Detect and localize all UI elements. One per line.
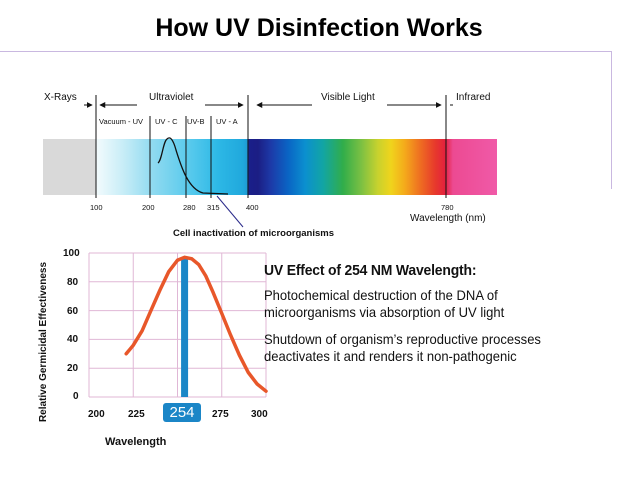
bar-254nm [181, 258, 189, 397]
spectrum-axis-label: Wavelength (nm) [410, 213, 486, 224]
x-tick-275: 275 [212, 409, 229, 420]
page-title: How UV Disinfection Works [155, 14, 483, 42]
info-panel: UV Effect of 254 NM Wavelength: Photoche… [264, 262, 564, 375]
y-tick-100: 100 [63, 248, 80, 259]
spectrum-callout: Cell inactivation of microorganisms [173, 228, 335, 239]
y-tick-60: 60 [67, 306, 79, 317]
band-label-ultraviolet: Ultraviolet [149, 92, 194, 103]
spectrum-tick-100: 100 [90, 203, 103, 212]
panel-paragraph-2: Shutdown of organism’s reproductive proc… [264, 331, 541, 364]
band-label-infrared: Infrared [456, 92, 491, 103]
y-tick-80: 80 [67, 277, 79, 288]
chart-grid [88, 252, 267, 398]
x-axis-title: Wavelength [105, 436, 167, 448]
sub-band-uvb: UV-B [187, 117, 205, 126]
sub-band-vacuum-uv: Vacuum - UV [99, 117, 144, 126]
x-tick-300: 300 [251, 409, 268, 420]
x-tick-254-highlight: 254 [163, 403, 201, 422]
x-tick-225: 225 [128, 409, 145, 420]
band-label-visible: Visible Light [321, 92, 375, 103]
y-tick-0: 0 [73, 391, 79, 402]
band-label-xrays: X-Rays [44, 92, 77, 103]
frame-line-right [611, 51, 612, 189]
y-tick-40: 40 [67, 334, 79, 345]
sub-band-uvc: UV - C [155, 117, 178, 126]
spectrum-tick-280: 280 [183, 203, 196, 212]
spectrum-tick-200: 200 [142, 203, 155, 212]
panel-heading: UV Effect of 254 NM Wavelength: [264, 262, 477, 279]
callout-pointer [216, 195, 244, 228]
sub-band-uva: UV - A [216, 117, 238, 126]
spectrum-tick-780: 780 [441, 203, 454, 212]
frame-line-top [0, 51, 612, 52]
spectrum-tick-315: 315 [207, 203, 220, 212]
panel-paragraph-1: Photochemical destruction of the DNA of … [264, 287, 505, 320]
x-tick-200: 200 [88, 409, 105, 420]
spectrum-bar [43, 139, 497, 195]
y-tick-20: 20 [67, 363, 79, 374]
germicidal-curve [124, 255, 268, 393]
spectrum-tick-400: 400 [246, 203, 259, 212]
absorption-curve [157, 137, 229, 195]
